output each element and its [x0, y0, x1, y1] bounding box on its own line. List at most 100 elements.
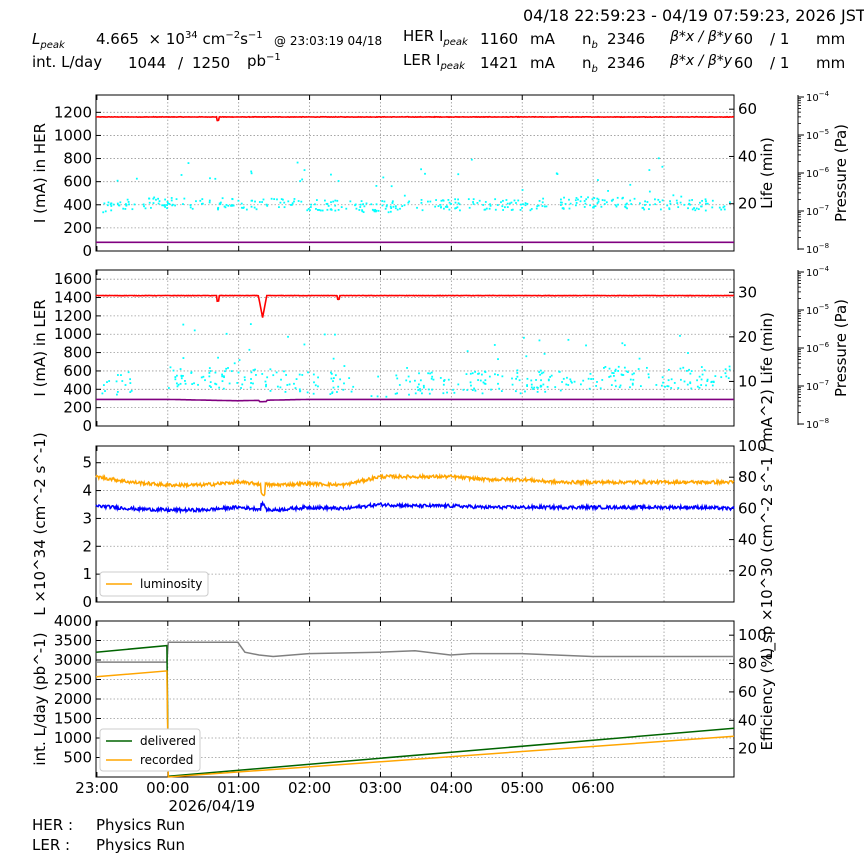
lifetime-point	[403, 204, 406, 207]
lifetime-point	[505, 199, 508, 201]
lifetime-point	[648, 190, 651, 193]
lifetime-point	[208, 199, 211, 202]
lifetime-point	[312, 373, 315, 376]
lifetime-point	[317, 376, 319, 379]
legend-recorded-label: recorded	[140, 753, 193, 767]
lifetime-point	[297, 200, 300, 202]
lifetime-point	[352, 385, 355, 388]
lifetime-point	[381, 204, 384, 207]
pressure-axis-label: Pressure (Pa)	[832, 124, 850, 222]
ler-status-label: LER :	[32, 836, 71, 854]
lifetime-point	[542, 197, 545, 200]
lifetime-point	[104, 210, 107, 213]
lifetime-point	[513, 199, 516, 202]
lifetime-point	[493, 344, 496, 346]
lifetime-point	[258, 201, 261, 203]
lifetime-point	[295, 378, 298, 380]
lifetime-point	[610, 384, 613, 386]
lifetime-point	[673, 382, 676, 384]
lifetime-point	[728, 368, 731, 371]
lifetime-point	[543, 352, 546, 355]
lifetime-point	[184, 380, 186, 382]
lifetime-point	[230, 370, 233, 373]
int-lum-unit-exp: −1	[266, 52, 281, 63]
y-tick-label: 1000	[54, 126, 92, 144]
lifetime-point	[462, 388, 465, 391]
lifetime-point	[614, 370, 617, 372]
lifetime-point	[541, 205, 544, 207]
lifetime-point	[643, 208, 646, 211]
lifetime-point	[124, 203, 127, 205]
lifetime-point	[471, 372, 474, 375]
lifetime-point	[110, 205, 113, 207]
lifetime-point	[224, 206, 227, 209]
lifetime-point	[541, 201, 544, 204]
lifetime-point	[655, 384, 658, 386]
lifetime-point	[689, 203, 692, 206]
lifetime-point	[174, 378, 177, 381]
lifetime-point	[183, 197, 186, 200]
y-tick-label: 5	[82, 454, 92, 472]
lifetime-point	[222, 375, 225, 378]
lifetime-point	[697, 208, 700, 211]
lifetime-point	[359, 203, 362, 206]
lifetime-point	[394, 207, 397, 210]
lifetime-point	[225, 332, 228, 335]
lifetime-point	[565, 383, 568, 386]
lifetime-point	[517, 199, 520, 202]
lifetime-point	[191, 207, 194, 210]
lifetime-point	[232, 204, 235, 207]
lifetime-point	[703, 369, 706, 372]
lifetime-point	[390, 207, 393, 209]
her-beta-x: 60	[734, 30, 754, 48]
lifetime-point	[420, 198, 423, 201]
lifetime-point	[540, 372, 543, 375]
lifetime-point	[661, 199, 664, 202]
lifetime-point	[354, 204, 356, 207]
lifetime-point	[381, 200, 384, 202]
lifetime-point	[664, 385, 666, 388]
lifetime-point	[221, 373, 223, 376]
lifetime-point	[202, 375, 205, 378]
lifetime-point	[421, 209, 424, 212]
lifetime-point	[592, 206, 594, 209]
lifetime-point	[118, 204, 121, 207]
lifetime-point	[535, 379, 537, 381]
lifetime-scatter	[101, 323, 731, 398]
lifetime-point	[654, 198, 656, 201]
lifetime-point	[316, 209, 319, 211]
lifetime-point	[472, 198, 475, 201]
lifetime-point	[189, 206, 192, 209]
lifetime-point	[273, 198, 276, 201]
lifetime-point	[238, 359, 241, 361]
lifetime-point	[623, 366, 626, 369]
lifetime-point	[250, 382, 252, 384]
lifetime-point	[567, 338, 570, 341]
lifetime-point	[688, 199, 691, 202]
lifetime-point	[218, 386, 221, 389]
lifetime-point	[456, 206, 459, 209]
her-peak-current: 1160	[480, 30, 519, 48]
x-tick-label: 01:00	[217, 779, 260, 797]
lifetime-point	[168, 202, 171, 205]
lifetime-point	[694, 209, 697, 212]
lifetime-point	[501, 375, 504, 378]
lifetime-point	[164, 206, 166, 208]
lifetime-point	[448, 208, 451, 211]
lifetime-point	[501, 205, 504, 208]
y2-tick-label: 30	[738, 283, 757, 301]
ler-nb-label: nb	[582, 56, 598, 75]
lifetime-point	[177, 383, 180, 386]
lifetime-point	[582, 379, 585, 382]
lifetime-point	[414, 392, 417, 395]
her-nb-value: 2346	[607, 30, 646, 48]
lifetime-point	[348, 377, 351, 380]
lifetime-point	[442, 383, 445, 386]
lifetime-point	[488, 207, 491, 210]
lifetime-point	[597, 179, 599, 181]
y2-tick-label: 60	[738, 100, 757, 118]
lifetime-point	[128, 203, 130, 206]
lifetime-point	[667, 379, 670, 382]
lifetime-point	[448, 201, 451, 204]
lifetime-point	[334, 209, 337, 212]
